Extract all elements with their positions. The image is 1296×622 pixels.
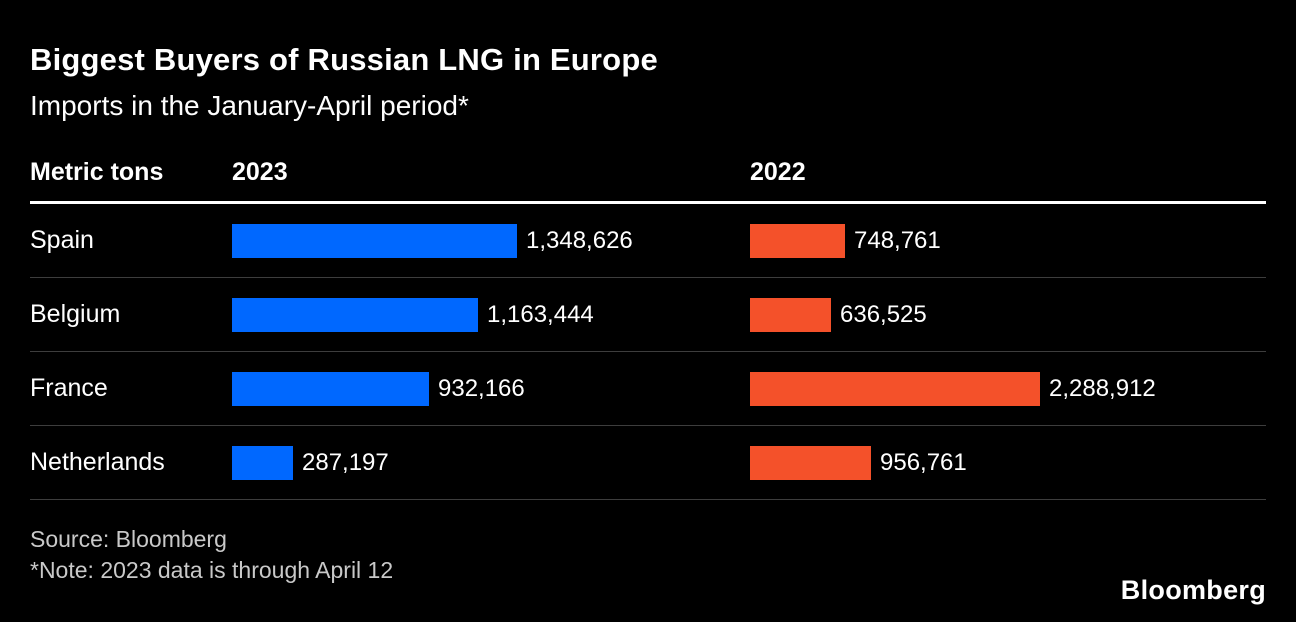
bar-cell-2023-spain: 1,348,626 xyxy=(232,204,750,277)
bar-value-2022-france: 2,288,912 xyxy=(1049,374,1156,402)
bloomberg-logo: Bloomberg xyxy=(1120,575,1266,605)
bar-value-2023-netherlands: 287,197 xyxy=(302,448,389,476)
bar-cell-2022-france: 2,288,912 xyxy=(750,352,1266,425)
table-row: Spain 1,348,626 748,761 xyxy=(30,204,1266,278)
bar-value-2022-belgium: 636,525 xyxy=(840,300,927,328)
bar-2022-netherlands xyxy=(750,445,871,480)
bar-cell-2023-belgium: 1,163,444 xyxy=(232,278,750,351)
column-header-metric-tons: Metric tons xyxy=(30,158,164,186)
country-label-france: France xyxy=(30,374,108,402)
bar-2023-netherlands xyxy=(232,445,293,480)
bar-2022-belgium xyxy=(750,297,831,332)
country-label-belgium: Belgium xyxy=(30,300,121,328)
table-row: Netherlands 287,197 956,761 xyxy=(30,426,1266,500)
note-text: *Note: 2023 data is through April 12 xyxy=(30,557,394,584)
page-subtitle: Imports in the January-April period* xyxy=(30,90,469,121)
footer: Source: Bloomberg *Note: 2023 data is th… xyxy=(30,524,1266,586)
country-label-spain: Spain xyxy=(30,226,94,254)
source-text: Source: Bloomberg xyxy=(30,526,227,552)
bar-value-2023-belgium: 1,163,444 xyxy=(487,300,594,328)
table-row: France 932,166 2,288,912 xyxy=(30,352,1266,426)
column-header-row: Metric tons 2023 2022 xyxy=(30,158,1266,187)
bar-value-2023-spain: 1,348,626 xyxy=(526,226,633,254)
bar-cell-2023-france: 932,166 xyxy=(232,352,750,425)
bar-2023-france xyxy=(232,371,429,406)
bar-cell-2023-netherlands: 287,197 xyxy=(232,426,750,499)
chart-rows: Spain 1,348,626 748,761 Belgium 1,163,444 636… xyxy=(30,204,1266,500)
header-rule xyxy=(30,201,1266,204)
bar-value-2023-france: 932,166 xyxy=(438,374,525,402)
table-row: Belgium 1,163,444 636,525 xyxy=(30,278,1266,352)
bar-2023-belgium xyxy=(232,297,478,332)
page-title: Biggest Buyers of Russian LNG in Europe xyxy=(30,42,658,77)
bar-2022-spain xyxy=(750,223,845,258)
column-header-2023: 2023 xyxy=(232,158,288,186)
column-header-2022: 2022 xyxy=(750,158,806,186)
bar-value-2022-netherlands: 956,761 xyxy=(880,448,967,476)
bar-value-2022-spain: 748,761 xyxy=(854,226,941,254)
bar-2022-france xyxy=(750,371,1040,406)
bar-cell-2022-belgium: 636,525 xyxy=(750,278,1266,351)
bar-cell-2022-netherlands: 956,761 xyxy=(750,426,1266,499)
bar-2023-spain xyxy=(232,223,517,258)
bar-cell-2022-spain: 748,761 xyxy=(750,204,1266,277)
country-label-netherlands: Netherlands xyxy=(30,448,165,476)
